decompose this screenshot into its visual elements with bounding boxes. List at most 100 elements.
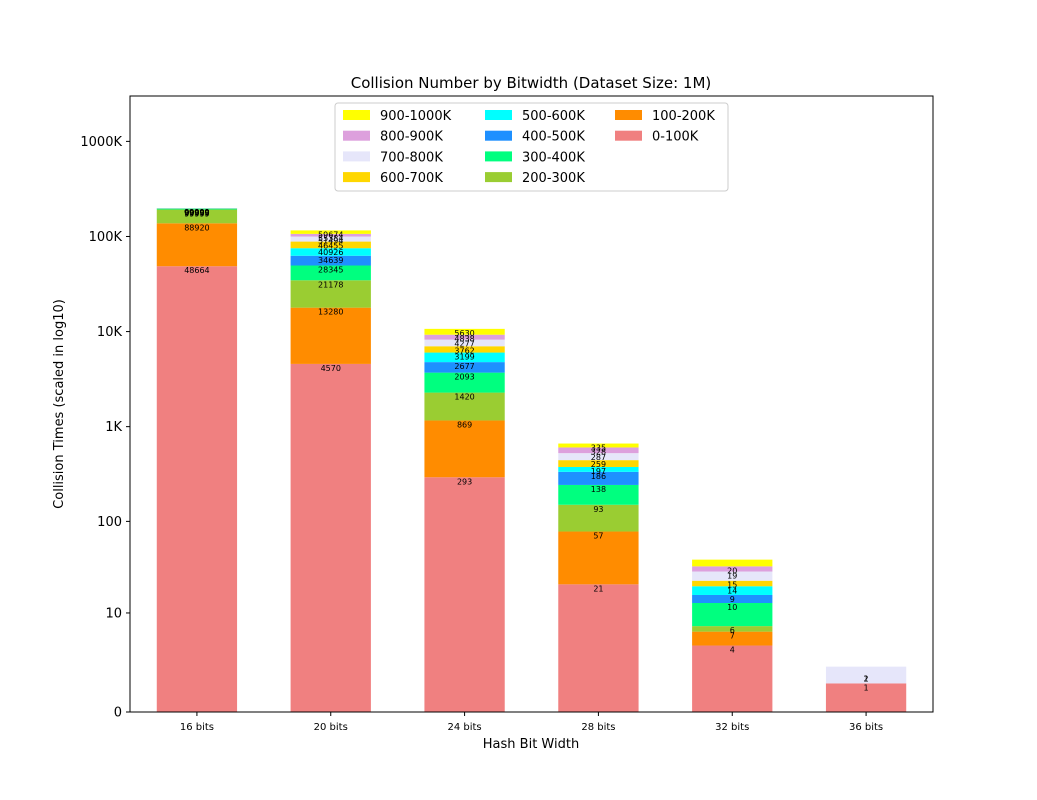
data-label-28-bits-1: 21 [593,584,603,593]
bar-segment-24-bits-0-100k [424,477,505,712]
y-axis-label: Collision Times (scaled in log10) [52,299,67,509]
data-label-24-bits-2: 869 [457,420,472,429]
chart-title: Collision Number by Bitwidth (Dataset Si… [351,74,712,92]
data-label-16-bits-3: 99999 [184,210,209,219]
bar-segment-32-bits-600-700k [692,580,773,587]
legend-swatch-0-100k [615,130,642,141]
data-label-16-bits-1: 48664 [184,266,209,275]
data-label-20-bits-5: 34639 [318,256,343,265]
data-label-32-bits-2: 7 [730,632,735,641]
legend-swatch-600-700k [343,172,370,183]
data-label-24-bits-4: 2093 [454,373,474,382]
data-label-20-bits-4: 28345 [318,266,343,275]
data-label-36-bits-3: 1 [864,674,869,683]
data-label-20-bits-7: 46455 [318,242,343,251]
x-tick-label-28-bits: 28 bits [581,722,615,733]
legend-swatch-800-900k [343,130,370,141]
bar-segment-20-bits-0-100k [290,363,371,712]
legend-label-300-400k: 300-400K [522,150,585,165]
legend-label-200-300k: 200-300K [522,171,585,186]
data-label-16-bits-6: 99999 [184,208,209,217]
data-label-28-bits-4: 138 [591,485,606,494]
data-label-28-bits-2: 57 [593,532,603,541]
legend-swatch-100-200k [615,110,642,120]
bar-segment-24-bits-700-800k [424,339,505,347]
bar-segment-20-bits-200-300k [290,280,371,308]
data-label-20-bits-9: 55384 [318,234,343,243]
data-label-28-bits-7: 259 [591,460,606,469]
bar-segment-28-bits-400-500k [558,471,639,485]
y-axis: 0 10 100 1K 10K 100K 1000K [80,135,130,721]
x-axis: 16 bits 20 bits 24 bits 28 bits 32 bits 36 bi… [180,712,883,733]
data-label-28-bits-9: 328 [591,447,606,456]
y-tick-label-2: 10 [105,606,122,621]
bar-segment-20-bits-100-200k [290,307,371,364]
data-label-24-bits-8: 4277 [454,340,474,349]
data-label-32-bits-6: 14 [727,586,737,595]
bar-segment-20-bits-700-800k [290,236,371,242]
data-label-36-bits-2: 2 [864,674,869,683]
data-label-24-bits-7: 3762 [454,346,474,355]
bars-layer [156,208,907,712]
bar-segment-16-bits-100-200k [156,223,238,267]
bar-segment-24-bits-500-600k [424,352,505,363]
legend-swatch-400-500k [485,130,512,141]
bar-segment-32-bits-700-800k [692,571,773,581]
data-label-16-bits-9: 99999 [184,208,209,217]
bar-segment-32-bits-0-100k [692,645,773,712]
bar-segment-24-bits-300-400k [424,372,505,393]
legend-label-800-900k: 800-900K [380,130,443,145]
legend-label-700-800k: 700-800K [380,150,443,165]
legend-swatch-700-800k [343,151,370,162]
bar-segment-24-bits-100-200k [424,420,505,478]
data-label-24-bits-3: 1420 [454,393,474,402]
bar-segment-32-bits-400-500k [692,594,773,603]
data-label-32-bits-1: 4 [730,646,735,655]
bar-segment-28-bits-0-100k [558,584,639,712]
bar-segment-32-bits-300-400k [692,603,773,627]
data-label-16-bits-7: 99999 [184,208,209,217]
data-label-32-bits-7: 15 [727,581,737,590]
legend-swatch-900-1000k [343,110,370,120]
bar-segment-32-bits-100-200k [692,631,773,646]
data-label-28-bits-8: 287 [591,453,606,462]
bar-segment-32-bits-900-1000k [692,559,773,567]
bar-segment-20-bits-900-1000k [290,230,371,234]
data-label-20-bits-8: 51494 [318,237,343,246]
y-tick-label-3: 100 [97,515,122,530]
bar-segment-24-bits-200-300k [424,392,505,421]
bar-segment-28-bits-300-400k [558,484,639,505]
data-label-28-bits-5: 186 [591,472,606,481]
bar-segment-16-bits-200-300k [156,209,238,224]
data-label-20-bits-10: 59674 [318,230,343,239]
data-label-20-bits-3: 21178 [318,280,343,289]
y-tick-label-5: 10K [97,325,123,340]
data-label-24-bits-1: 293 [457,477,472,486]
data-label-32-bits-8: 19 [727,572,737,581]
x-tick-label-16-bits: 16 bits [180,722,214,733]
data-label-24-bits-9: 4838 [454,335,474,344]
bar-segment-20-bits-600-700k [290,241,371,249]
bar-segment-32-bits-200-300k [692,626,773,632]
data-label-16-bits-4: 99999 [184,209,209,218]
bar-segment-16-bits-0-100k [156,266,238,712]
data-label-20-bits-1: 4570 [321,364,341,373]
data-label-32-bits-9: 20 [727,566,737,575]
x-tick-label-20-bits: 20 bits [314,722,348,733]
y-tick-label-4: 1K [105,420,122,435]
data-label-32-bits-3: 6 [730,626,735,635]
y-tick-label-6: 100K [89,230,123,245]
bar-segment-24-bits-400-500k [424,362,505,373]
legend-label-600-700k: 600-700K [380,171,443,186]
bar-segment-36-bits-700-800k [825,666,907,684]
data-label-16-bits-10: 99999 [184,208,209,217]
y-tick-label-1: 0 [114,706,122,721]
data-label-16-bits-8: 99999 [184,208,209,217]
legend-label-400-500k: 400-500K [522,130,585,145]
bar-segment-32-bits-500-600k [692,586,773,595]
data-label-28-bits-6: 197 [591,467,606,476]
bar-segment-20-bits-800-900k [290,233,371,237]
bar-segment-32-bits-800-900k [692,566,773,572]
legend-label-0-100k: 0-100K [652,130,699,145]
data-label-24-bits-10: 5630 [454,329,474,338]
